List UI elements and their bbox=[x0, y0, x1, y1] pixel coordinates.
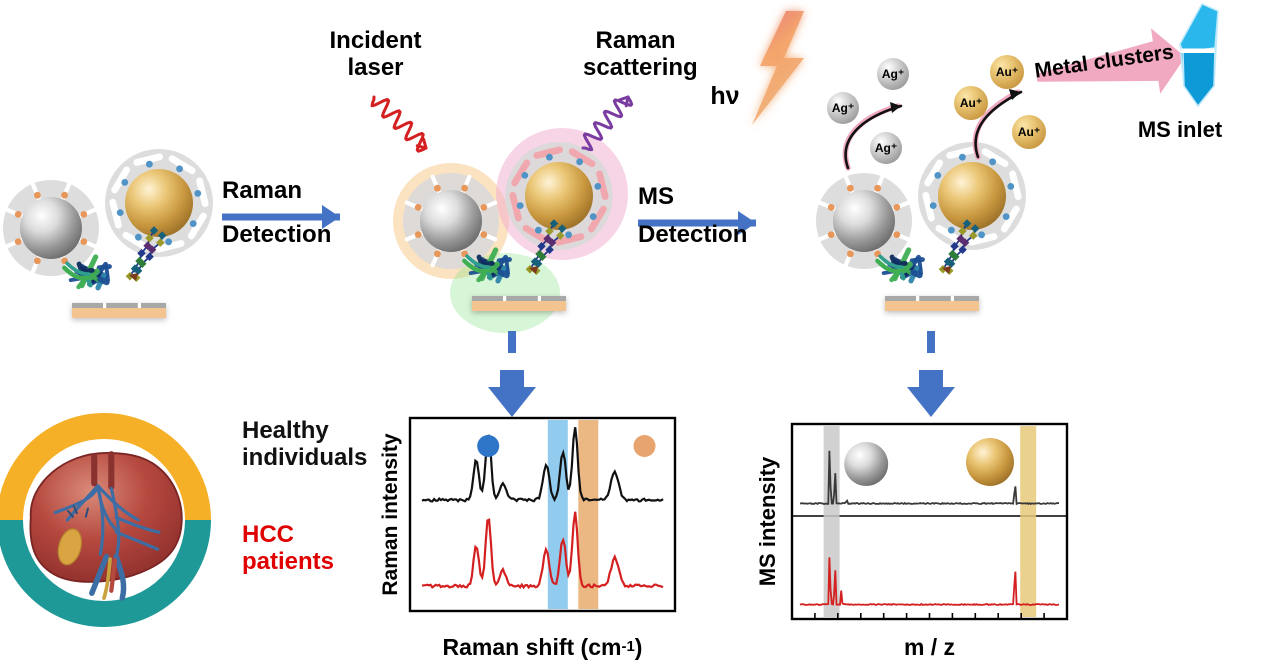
svg-text:Raman shift (cm-1): Raman shift (cm-1) bbox=[443, 634, 643, 660]
svg-text:Ag⁺: Ag⁺ bbox=[882, 67, 904, 81]
svg-text:Ag⁺: Ag⁺ bbox=[832, 101, 854, 115]
svg-text:Au⁺: Au⁺ bbox=[960, 96, 982, 110]
svg-text:MS intensity: MS intensity bbox=[755, 456, 780, 586]
svg-text:Ag⁺: Ag⁺ bbox=[875, 141, 897, 155]
svg-text:Au⁺: Au⁺ bbox=[996, 65, 1018, 79]
svg-text:m / z: m / z bbox=[904, 634, 955, 660]
svg-text:Au⁺: Au⁺ bbox=[1018, 125, 1040, 139]
